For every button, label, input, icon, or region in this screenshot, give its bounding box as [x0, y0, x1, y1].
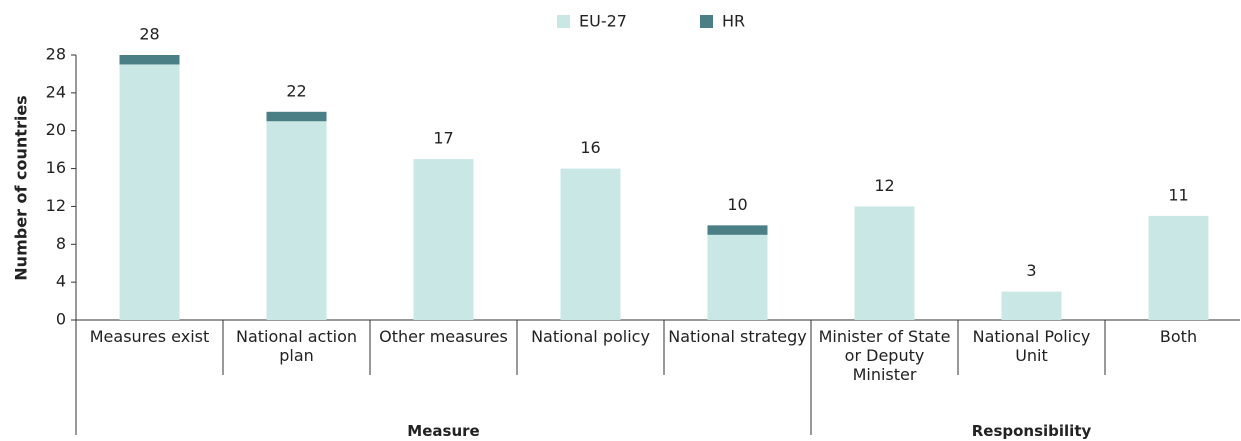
bar-segment: [119, 64, 180, 320]
y-tick-label: 12: [46, 196, 66, 215]
total-label: 10: [727, 195, 747, 214]
legend-label: EU-27: [579, 12, 627, 31]
y-tick-label: 8: [56, 234, 66, 253]
y-tick-label: 28: [46, 45, 66, 64]
total-label: 11: [1168, 185, 1188, 204]
bar-segment: [1148, 215, 1209, 320]
x-tick-label: National Policy Unit: [972, 327, 1091, 365]
total-label: 17: [433, 129, 453, 148]
bar-segment: [119, 55, 180, 65]
x-tick-label: National action plan: [235, 327, 357, 365]
bar-segment: [1001, 291, 1062, 320]
group-label: Measure: [407, 422, 480, 440]
total-label: 16: [580, 138, 600, 157]
x-tick-label: Minister of State or Deputy Minister: [818, 327, 951, 384]
total-label: 12: [874, 176, 894, 195]
legend-swatch: [557, 15, 570, 28]
bar-segment: [707, 234, 768, 320]
x-tick-label: Both: [1159, 327, 1198, 346]
x-tick-label: Measures exist: [89, 327, 210, 346]
x-tick-label: Other measures: [379, 327, 508, 346]
bar-segment: [707, 225, 768, 235]
y-tick-label: 4: [56, 272, 66, 291]
y-tick-label: 16: [46, 158, 66, 177]
x-tick-label: National policy: [531, 327, 650, 346]
bar-segment: [413, 159, 474, 320]
y-tick-label: 20: [46, 120, 66, 139]
bar-segment: [266, 121, 327, 320]
x-tick-label: National strategy: [668, 327, 807, 346]
total-label: 22: [286, 81, 306, 100]
bar-segment: [266, 111, 327, 122]
y-axis-label: Number of countries: [12, 95, 31, 280]
bar-segment: [854, 206, 915, 320]
y-tick-label: 0: [56, 310, 66, 329]
group-label: Responsibility: [971, 422, 1092, 440]
total-label: 28: [139, 25, 159, 44]
legend-swatch: [700, 15, 713, 28]
total-label: 3: [1026, 261, 1036, 280]
legend-label: HR: [722, 12, 745, 31]
bar-segment: [560, 168, 621, 320]
y-tick-label: 24: [46, 82, 66, 101]
